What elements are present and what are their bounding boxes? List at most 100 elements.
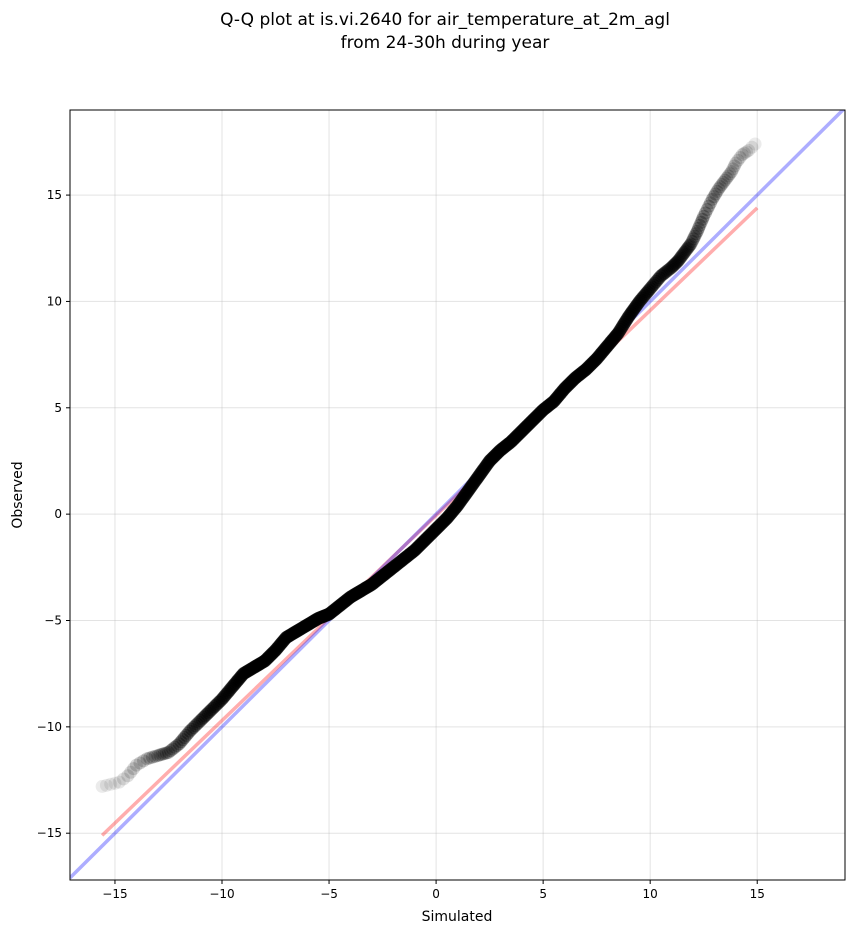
qq-point (635, 291, 649, 305)
qq-point (708, 187, 722, 201)
qq-point (181, 726, 195, 740)
qq-point (690, 224, 704, 238)
qq-point (646, 278, 660, 292)
qq-point (195, 712, 209, 726)
qq-point (748, 137, 762, 151)
qq-point (186, 721, 200, 735)
qq-point (702, 199, 716, 213)
x-tick-label: 15 (750, 887, 765, 901)
qq-point (658, 265, 672, 279)
qq-point (726, 162, 740, 176)
plot-frame (69, 109, 846, 881)
qq-point (688, 229, 702, 243)
qq-point (645, 280, 659, 294)
qq-point (679, 244, 693, 258)
qq-point (179, 728, 193, 742)
qq-point (95, 779, 109, 793)
qq-point (718, 173, 732, 187)
chart-title-line-1: Q-Q plot at is.vi.2640 for air_temperatu… (220, 10, 670, 30)
qq-point (194, 713, 208, 727)
y-tick-label: 10 (47, 294, 62, 308)
qq-point (671, 254, 685, 268)
qq-point (198, 709, 212, 723)
qq-point (715, 177, 729, 191)
qq-point (667, 258, 681, 272)
qq-point (183, 724, 197, 738)
qq-point (209, 698, 223, 712)
plot-area (70, 110, 845, 880)
qq-point (685, 234, 699, 248)
qq-point (157, 747, 171, 761)
red-fit-line (100, 206, 759, 837)
y-tick-label: −10 (37, 720, 62, 734)
qq-point (725, 165, 739, 179)
qq-point (197, 710, 211, 724)
qq-point (723, 167, 737, 181)
qq-point (717, 175, 731, 189)
qq-point (636, 290, 650, 304)
qq-point (108, 776, 122, 790)
qq-point (117, 772, 131, 786)
qq-point (145, 750, 159, 764)
qq-point (639, 286, 653, 300)
qq-point (657, 266, 671, 280)
qq-point (720, 171, 734, 185)
chart-title-line-2: from 24-30h during year (341, 33, 550, 53)
x-tick-label: 0 (432, 887, 440, 901)
qq-point (674, 250, 688, 264)
blue-identity-line (70, 110, 845, 880)
qq-point (683, 238, 697, 252)
qq-point (675, 248, 689, 262)
qq-point (662, 263, 676, 277)
qq-point (666, 259, 680, 273)
qq-point (649, 274, 663, 288)
y-axis-label: Observed (10, 461, 26, 528)
qq-point (745, 140, 759, 154)
qq-point (672, 253, 686, 267)
qq-point (203, 704, 217, 718)
qq-point (697, 209, 711, 223)
qq-point (161, 745, 175, 759)
qq-point (210, 697, 224, 711)
qq-point (694, 215, 708, 229)
qq-point (176, 733, 190, 747)
qq-point (148, 749, 162, 763)
x-tick-label: −5 (320, 887, 338, 901)
qq-point (206, 701, 220, 715)
qq-point (185, 722, 199, 736)
qq-point (151, 749, 165, 763)
qq-point (727, 159, 741, 173)
qq-point (689, 227, 703, 241)
qq-point (684, 237, 698, 251)
qq-point (112, 775, 126, 789)
qq-point (143, 751, 157, 765)
qq-point (692, 221, 706, 235)
qq-point (742, 143, 756, 157)
x-axis-ticks: −15 −10 −5 0 5 10 15 (102, 880, 765, 901)
qq-point (124, 765, 138, 779)
qq-point (192, 715, 206, 729)
qq-point (204, 703, 218, 717)
qq-point (129, 758, 143, 772)
qq-point (638, 288, 652, 302)
qq-point (652, 271, 666, 285)
grid-lines (70, 110, 845, 880)
reference-lines (70, 110, 845, 880)
y-tick-label: −5 (44, 613, 62, 627)
qq-point (668, 257, 682, 271)
qq-point (729, 156, 743, 170)
qq-point (710, 184, 724, 198)
qq-point (654, 269, 668, 283)
qq-point (200, 707, 214, 721)
qq-point (641, 285, 655, 299)
qq-point (159, 746, 173, 760)
qq-point (137, 754, 151, 768)
qq-point (704, 196, 718, 210)
qq-point (164, 744, 178, 758)
qq-point (660, 264, 674, 278)
qq-point (731, 153, 745, 167)
qq-point (168, 740, 182, 754)
qq-point (104, 777, 118, 791)
qq-point (127, 762, 141, 776)
qq-point (140, 752, 154, 766)
